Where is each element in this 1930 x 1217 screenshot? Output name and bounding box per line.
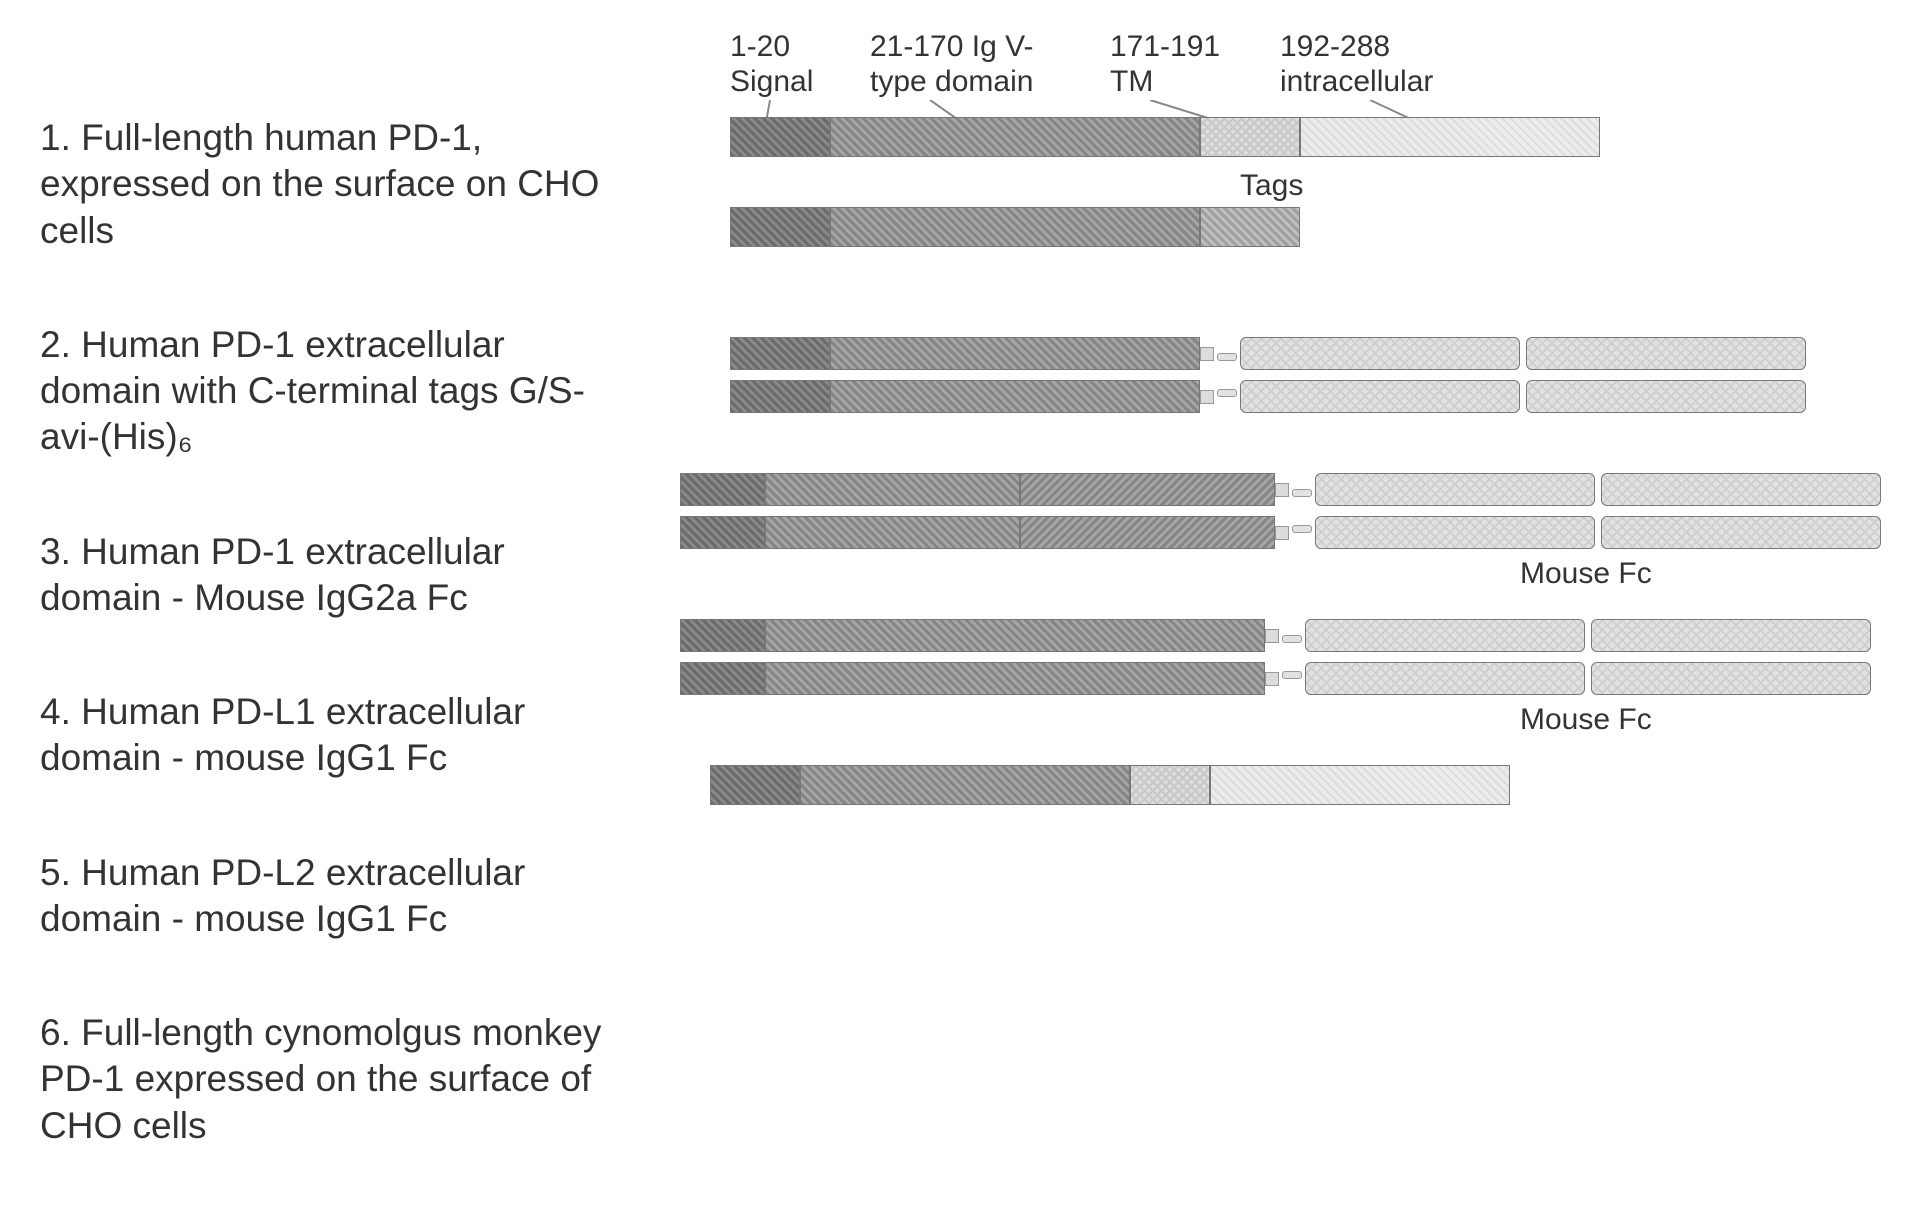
- row-text: Human PD-1 extracellular domain with C-t…: [40, 324, 585, 458]
- connector: [1275, 483, 1289, 497]
- segment: [765, 662, 1265, 695]
- row-num: 3.: [40, 531, 71, 572]
- segment: [710, 765, 800, 805]
- fc-domain: [1315, 473, 1595, 506]
- labels-column: 1. Full-length human PD-1, expressed on …: [40, 30, 630, 1217]
- row-text: Full-length cynomolgus monkey PD-1 expre…: [40, 1012, 601, 1146]
- label-intracellular: 192-288 intracellular: [1280, 30, 1520, 99]
- row-4-label: 4. Human PD-L1 extracellular domain - mo…: [40, 689, 630, 782]
- fc-domain: [1591, 619, 1871, 652]
- segment: [680, 473, 765, 506]
- segment: [1020, 473, 1275, 506]
- connector: [1200, 390, 1214, 404]
- row-num: 5.: [40, 852, 71, 893]
- hinge: [1282, 635, 1302, 679]
- segment: [830, 337, 1200, 370]
- segment: [730, 380, 830, 413]
- connector: [1275, 526, 1289, 540]
- fc-domain: [1591, 662, 1871, 695]
- segment: [680, 662, 765, 695]
- segment: [765, 473, 1020, 506]
- construct-row-1: [650, 117, 1910, 157]
- segment: [1300, 117, 1600, 157]
- row-3-label: 3. Human PD-1 extracellular domain - Mou…: [40, 529, 630, 622]
- label-tm: 171-191 TM: [1110, 30, 1280, 99]
- connector: [1265, 629, 1279, 643]
- fc-domain: [1526, 337, 1806, 370]
- row-text: Human PD-L1 extracellular domain - mouse…: [40, 691, 525, 778]
- row-5-label: 5. Human PD-L2 extracellular domain - mo…: [40, 850, 630, 943]
- label-igv: 21-170 Ig V- type domain: [870, 30, 1110, 99]
- construct-row-6: [650, 765, 1910, 805]
- domain-top-labels: 1-20 Signal 21-170 Ig V- type domain 171…: [730, 30, 1910, 99]
- label-signal: 1-20 Signal: [730, 30, 870, 99]
- segment: [800, 765, 1130, 805]
- mouse-fc-label-2: Mouse Fc: [1520, 703, 1652, 737]
- row-num: 1.: [40, 117, 71, 158]
- row-text: Human PD-1 extracellular domain - Mouse …: [40, 531, 505, 618]
- fc-domain: [1240, 380, 1520, 413]
- row-num: 6.: [40, 1012, 71, 1053]
- construct-row-4: Mouse Fc: [650, 473, 1910, 549]
- row-num: 2.: [40, 324, 71, 365]
- segment: [830, 117, 1200, 157]
- segment: [1210, 765, 1510, 805]
- fc-domain: [1601, 473, 1881, 506]
- segment: [1020, 516, 1275, 549]
- row-6-label: 6. Full-length cynomolgus monkey PD-1 ex…: [40, 1010, 630, 1149]
- segment: [1130, 765, 1210, 805]
- segment: [765, 619, 1265, 652]
- connector: [1200, 347, 1214, 361]
- segment: [1200, 207, 1300, 247]
- tags-label: Tags: [1240, 169, 1303, 203]
- connector: [1265, 672, 1279, 686]
- segment: [730, 207, 830, 247]
- mouse-fc-label-1: Mouse Fc: [1520, 557, 1652, 591]
- fc-domain: [1240, 337, 1520, 370]
- diagram-column: 1-20 Signal 21-170 Ig V- type domain 171…: [650, 30, 1910, 1217]
- fc-domain: [1305, 662, 1585, 695]
- row-text: Human PD-L2 extracellular domain - mouse…: [40, 852, 525, 939]
- fc-domain: [1601, 516, 1881, 549]
- segment: [830, 207, 1200, 247]
- hinge: [1217, 353, 1237, 397]
- fc-domain: [1526, 380, 1806, 413]
- segment: [830, 380, 1200, 413]
- fc-domain: [1315, 516, 1595, 549]
- hinge: [1292, 489, 1312, 533]
- segment: [730, 337, 830, 370]
- row-1-label: 1. Full-length human PD-1, expressed on …: [40, 115, 630, 254]
- construct-row-5: Mouse Fc: [650, 619, 1910, 695]
- segment: [765, 516, 1020, 549]
- row-text: Full-length human PD-1, expressed on the…: [40, 117, 599, 251]
- construct-row-2: Tags: [650, 207, 1910, 247]
- segment: [1200, 117, 1300, 157]
- construct-row-3: [650, 337, 1910, 413]
- segment: [680, 516, 765, 549]
- row-num: 4.: [40, 691, 71, 732]
- segment: [680, 619, 765, 652]
- segment: [730, 117, 830, 157]
- row-2-label: 2. Human PD-1 extracellular domain with …: [40, 322, 630, 461]
- fc-domain: [1305, 619, 1585, 652]
